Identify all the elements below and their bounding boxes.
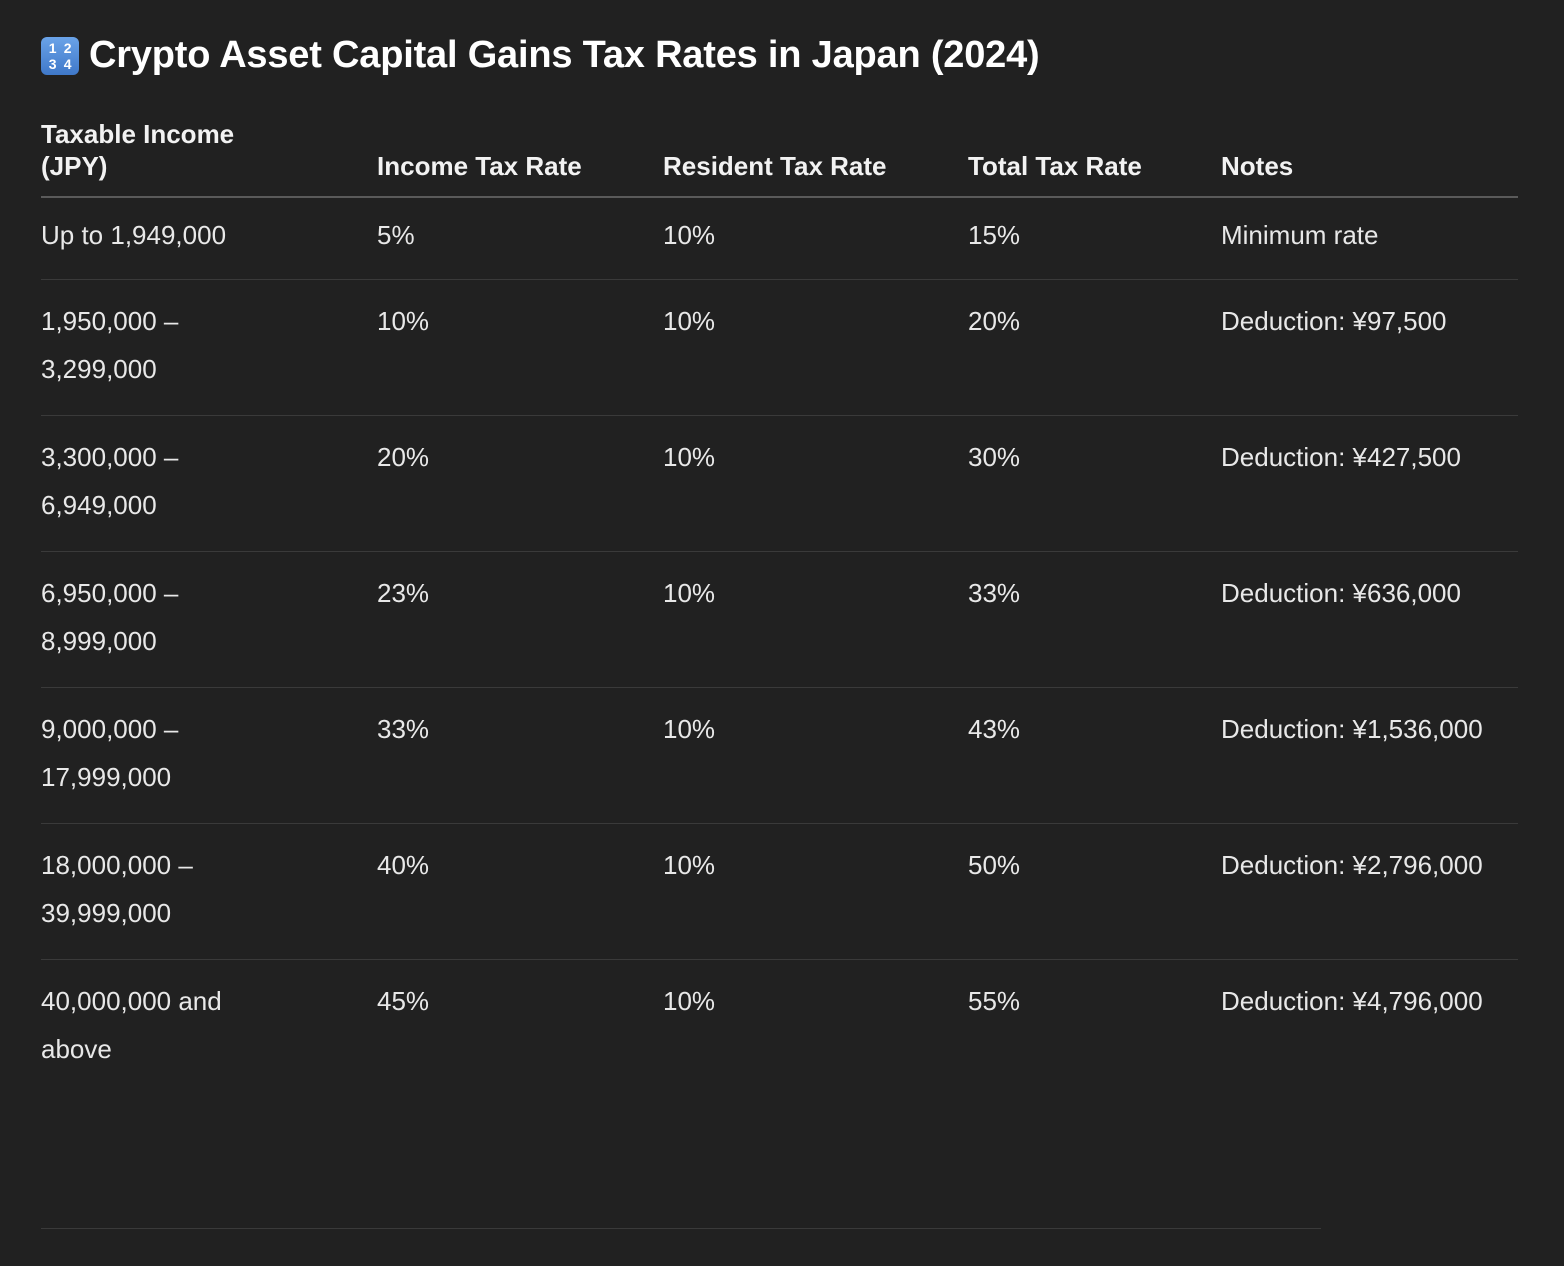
column-header-notes: Notes [1221,118,1518,198]
column-header-resident-tax-rate: Resident Tax Rate [663,118,968,198]
cell-notes: Deduction: ¥97,500 [1221,279,1518,416]
cell-taxable-income: 3,300,000 – 6,949,000 [41,415,377,552]
table-row: 3,300,000 – 6,949,000 20% 10% 30% Deduct… [41,415,1518,552]
cell-income-tax-rate: 45% [377,986,430,1016]
cell-resident-tax-rate: 10% [663,823,968,960]
table-row: 18,000,000 – 39,999,000 40% 10% 50% Dedu… [41,823,1518,960]
cell-notes: Deduction: ¥1,536,000 [1221,687,1518,824]
cell-income-tax-rate: 33% [377,687,663,824]
cell-total-tax-rate: 30% [968,415,1221,552]
cell-resident-tax-rate: 10% [663,986,716,1016]
cell-notes: Deduction: ¥4,796,000 [1221,986,1483,1016]
column-header-total-tax-rate: Total Tax Rate [968,118,1221,198]
cell-taxable-income: 1,950,000 – 3,299,000 [41,279,377,416]
page-title: Crypto Asset Capital Gains Tax Rates in … [89,34,1040,76]
icon-digit: 2 [63,39,72,56]
cell-taxable-income: 6,950,000 – 8,999,000 [41,551,377,688]
cell-notes: Deduction: ¥2,796,000 [1221,823,1518,960]
cell-notes: Minimum rate [1221,197,1518,280]
icon-digit: 1 [48,39,57,56]
page-heading: 1 2 3 4 Crypto Asset Capital Gains Tax R… [41,34,1040,77]
table-row: 40,000,000 and above 45% 10% 55% Deducti… [41,960,1518,1096]
cell-income-tax-rate: 10% [377,279,663,416]
cell-taxable-income: 9,000,000 – 17,999,000 [41,687,377,824]
cell-total-tax-rate: 33% [968,551,1221,688]
cell-resident-tax-rate: 10% [663,197,968,280]
cell-income-tax-rate: 5% [377,197,663,280]
table-row: 6,950,000 – 8,999,000 23% 10% 33% Deduct… [41,551,1518,688]
cell-resident-tax-rate: 10% [663,415,968,552]
cell-resident-tax-rate: 10% [663,687,968,824]
cell-resident-tax-rate: 10% [663,279,968,416]
cell-income-tax-rate: 23% [377,551,663,688]
cell-taxable-income: Up to 1,949,000 [41,197,377,280]
cell-total-tax-rate: 50% [968,823,1221,960]
cell-notes: Deduction: ¥636,000 [1221,551,1518,688]
icon-digit: 4 [63,55,72,72]
cell-resident-tax-rate: 10% [663,551,968,688]
icon-digit: 3 [48,55,57,72]
cell-taxable-income: 18,000,000 – 39,999,000 [41,823,377,960]
cell-total-tax-rate: 55% [968,986,1021,1016]
cell-taxable-income: 40,000,000 and above [41,986,222,1064]
cell-total-tax-rate: 15% [968,197,1221,280]
divider [41,1228,1321,1229]
table-row: 1,950,000 – 3,299,000 10% 10% 20% Deduct… [41,279,1518,416]
input-numbers-icon: 1 2 3 4 [41,36,79,75]
table-row: Up to 1,949,000 5% 10% 15% Minimum rate [41,197,1518,280]
table-header-row: Taxable Income (JPY) Income Tax Rate Res… [41,118,1518,198]
cell-income-tax-rate: 40% [377,823,663,960]
table-row: 9,000,000 – 17,999,000 33% 10% 43% Deduc… [41,687,1518,824]
cell-income-tax-rate: 20% [377,415,663,552]
column-header-taxable-income: Taxable Income (JPY) [41,118,377,198]
column-header-income-tax-rate: Income Tax Rate [377,118,663,198]
cell-total-tax-rate: 20% [968,279,1221,416]
tax-rate-table: Taxable Income (JPY) Income Tax Rate Res… [41,118,1518,1095]
cell-total-tax-rate: 43% [968,687,1221,824]
cell-notes: Deduction: ¥427,500 [1221,415,1518,552]
